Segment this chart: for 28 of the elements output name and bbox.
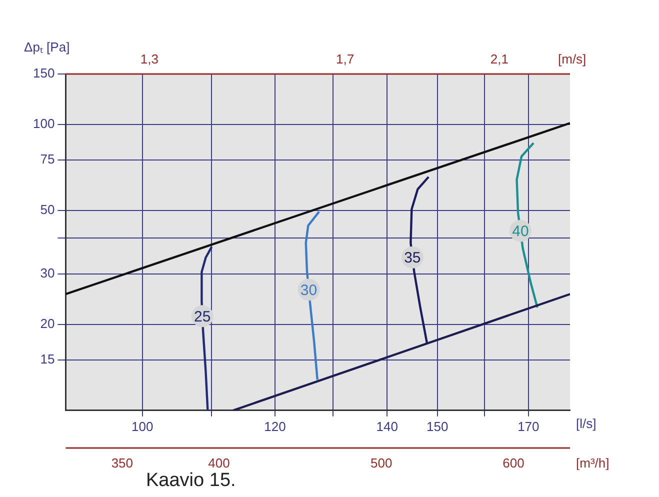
- series-label: 40: [512, 223, 529, 240]
- text: 500: [370, 456, 392, 471]
- x-tick-label: 170: [518, 418, 540, 434]
- text: 1,3: [140, 52, 158, 67]
- text: 600: [502, 456, 524, 471]
- y-tick-label: 75: [40, 152, 55, 167]
- series-label: 30: [300, 282, 318, 299]
- x-axis-title: [l/s]: [576, 416, 596, 431]
- y-tick-label: 100: [32, 116, 55, 131]
- x-tick-label: 150: [426, 418, 448, 434]
- series-label: 35: [404, 250, 421, 267]
- series-label: 25: [194, 308, 211, 326]
- x-tick-label: 140: [376, 418, 398, 434]
- text: Kaavio 15.: [146, 470, 236, 492]
- x-tick-label: 120: [264, 418, 286, 434]
- y-tick-label: 150: [32, 66, 55, 81]
- text: 400: [208, 456, 230, 471]
- text: 1,7: [336, 52, 354, 67]
- text: [m/s]: [558, 52, 586, 67]
- x-tick-label: 100: [131, 418, 154, 434]
- text: 350: [111, 456, 134, 471]
- y-tick-label: 20: [40, 316, 55, 331]
- y-axis-title: Δpₜ [Pa]: [24, 40, 70, 55]
- text: [m³/h]: [576, 456, 610, 471]
- y-tick-label: 30: [40, 266, 55, 281]
- y-tick-label: 15: [40, 352, 55, 367]
- text: 2,1: [490, 52, 508, 67]
- y-tick-label: 50: [40, 202, 55, 218]
